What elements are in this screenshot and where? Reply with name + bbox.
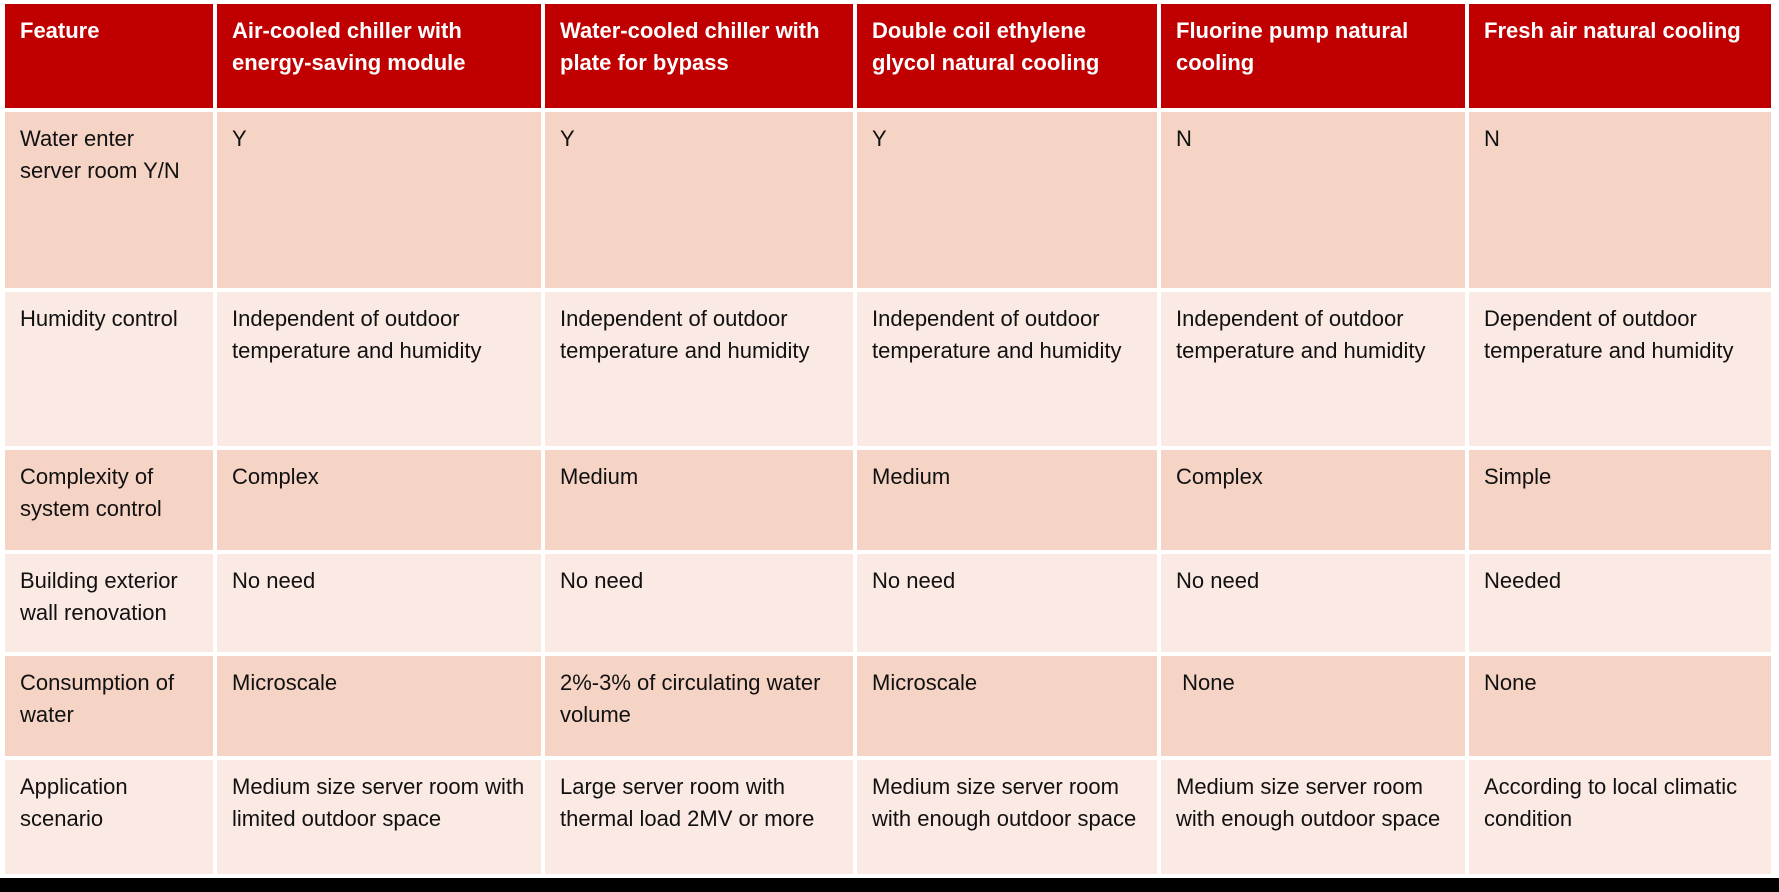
row-feature-label: Building exterior wall renovation [5, 554, 213, 652]
header-row: Feature Air-cooled chiller with energy-s… [5, 4, 1771, 108]
table-cell: Medium size server room with enough outd… [857, 760, 1157, 874]
table-row-water-consumption: Consumption of water Microscale 2%-3% of… [5, 656, 1771, 756]
bottom-black-bar [0, 878, 1779, 892]
table-cell: Dependent of outdoor temperature and hum… [1469, 292, 1771, 446]
table-cell: Complex [217, 450, 541, 550]
table-cell: Y [217, 112, 541, 288]
table-cell: Large server room with thermal load 2MV … [545, 760, 853, 874]
table-cell: 2%-3% of circulating water volume [545, 656, 853, 756]
header-cell-fluorine-pump: Fluorine pump natural cooling [1161, 4, 1465, 108]
table-cell: Independent of outdoor temperature and h… [217, 292, 541, 446]
row-feature-label: Water enter server room Y/N [5, 112, 213, 288]
table-row-complexity: Complexity of system control Complex Med… [5, 450, 1771, 550]
table-cell: Independent of outdoor temperature and h… [545, 292, 853, 446]
table-cell: Medium [857, 450, 1157, 550]
table-cell: N [1469, 112, 1771, 288]
table-cell: Medium size server room with limited out… [217, 760, 541, 874]
header-cell-water-cooled-chiller: Water-cooled chiller with plate for bypa… [545, 4, 853, 108]
table-row-water-enter: Water enter server room Y/N Y Y Y N N [5, 112, 1771, 288]
table-cell: Independent of outdoor temperature and h… [1161, 292, 1465, 446]
header-cell-fresh-air: Fresh air natural cooling [1469, 4, 1771, 108]
row-feature-label: Application scenario [5, 760, 213, 874]
table-row-wall-renovation: Building exterior wall renovation No nee… [5, 554, 1771, 652]
table-cell: Simple [1469, 450, 1771, 550]
table-cell: N [1161, 112, 1465, 288]
table-cell: Y [857, 112, 1157, 288]
header-cell-double-coil-glycol: Double coil ethylene glycol natural cool… [857, 4, 1157, 108]
table-cell: None [1161, 656, 1465, 756]
table-cell: None [1469, 656, 1771, 756]
table-cell: Needed [1469, 554, 1771, 652]
table-cell: Independent of outdoor temperature and h… [857, 292, 1157, 446]
table-cell: Medium size server room with enough outd… [1161, 760, 1465, 874]
table-cell: According to local climatic condition [1469, 760, 1771, 874]
row-feature-label: Complexity of system control [5, 450, 213, 550]
header-cell-feature: Feature [5, 4, 213, 108]
table-row-humidity-control: Humidity control Independent of outdoor … [5, 292, 1771, 446]
row-feature-label: Humidity control [5, 292, 213, 446]
table-cell: Medium [545, 450, 853, 550]
table-cell: No need [545, 554, 853, 652]
table-cell: Complex [1161, 450, 1465, 550]
table-cell: No need [857, 554, 1157, 652]
header-cell-air-cooled-chiller: Air-cooled chiller with energy-saving mo… [217, 4, 541, 108]
table-cell: Y [545, 112, 853, 288]
table-cell: Microscale [217, 656, 541, 756]
table-row-application-scenario: Application scenario Medium size server … [5, 760, 1771, 874]
table-cell: No need [1161, 554, 1465, 652]
table-cell: Microscale [857, 656, 1157, 756]
table-cell: No need [217, 554, 541, 652]
row-feature-label: Consumption of water [5, 656, 213, 756]
